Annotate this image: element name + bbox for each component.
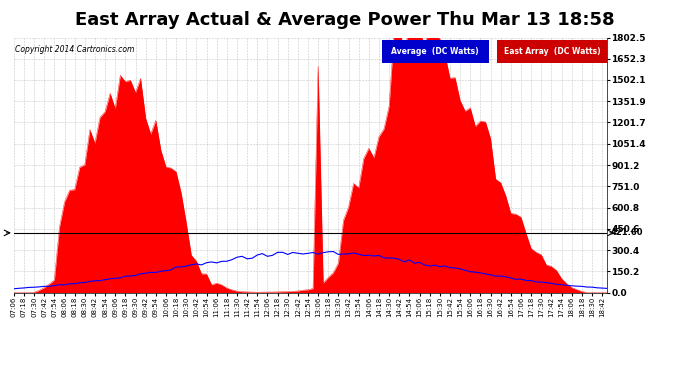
Text: Copyright 2014 Cartronics.com: Copyright 2014 Cartronics.com <box>15 45 135 54</box>
Text: East Array Actual & Average Power Thu Mar 13 18:58: East Array Actual & Average Power Thu Ma… <box>75 11 615 29</box>
Text: 421.60: 421.60 <box>610 228 642 237</box>
Text: Average  (DC Watts): Average (DC Watts) <box>391 47 479 56</box>
Text: East Array  (DC Watts): East Array (DC Watts) <box>504 47 600 56</box>
FancyBboxPatch shape <box>497 40 607 63</box>
FancyBboxPatch shape <box>382 40 489 63</box>
